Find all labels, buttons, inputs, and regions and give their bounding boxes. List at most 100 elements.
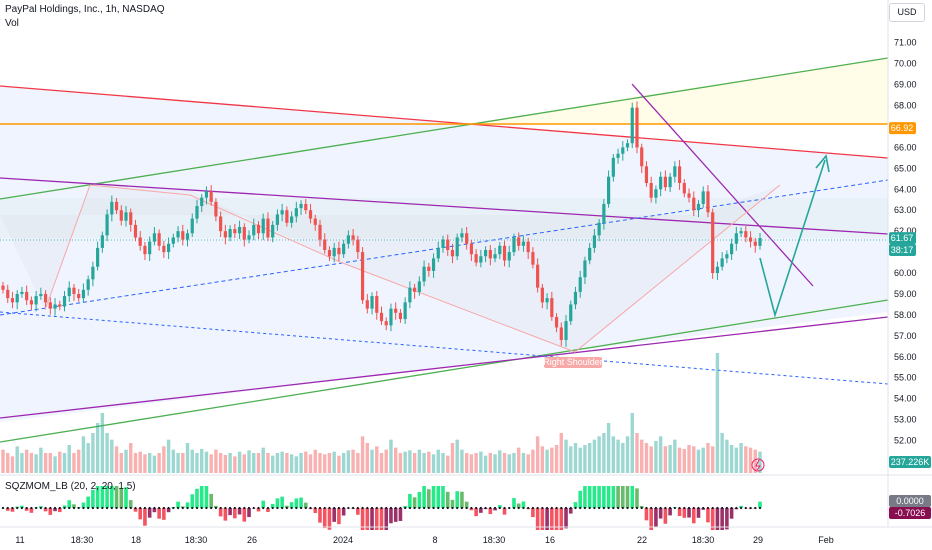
squeeze-dot [375, 506, 378, 510]
squeeze-dot [238, 506, 241, 510]
momentum-bar [204, 486, 209, 508]
price-badge-box [889, 122, 916, 135]
volume-bar [668, 445, 672, 473]
volume-bar [327, 453, 332, 473]
candle-body [597, 222, 601, 236]
squeeze-dot [413, 506, 416, 510]
volume-bar [6, 453, 10, 473]
candle-body [450, 250, 455, 257]
candle-body [280, 210, 284, 215]
squeeze-dot [44, 506, 47, 510]
volume-bar [266, 453, 270, 473]
time-tick-label: 11 [15, 535, 24, 545]
squeeze-dot [683, 506, 686, 510]
squeeze-dot [96, 506, 99, 510]
candle-body [162, 245, 166, 253]
indicator-layer [1, 486, 762, 530]
candle-body [446, 239, 450, 250]
volume-bar [431, 454, 436, 473]
volume-bar [95, 423, 100, 473]
momentum-bar [270, 503, 275, 508]
volume-bar [285, 453, 289, 473]
squeeze-dot [489, 506, 492, 510]
candle-body [687, 193, 691, 198]
volume-bar [114, 446, 119, 473]
squeeze-dot [479, 506, 482, 510]
candle-body [294, 208, 298, 217]
squeeze-dot [276, 506, 279, 510]
volume-bar [15, 446, 19, 473]
momentum-bar [568, 508, 573, 514]
price-tick-label: 65.00 [894, 163, 917, 173]
squeeze-dot [205, 506, 208, 510]
indicator-badge-value-box [889, 507, 931, 519]
squeeze-dot [508, 506, 511, 510]
volume-bar [289, 454, 294, 473]
candle-body [663, 176, 667, 188]
currency-button[interactable]: USD [889, 3, 925, 22]
volume-bar [758, 451, 762, 473]
pattern-label-box [544, 357, 602, 368]
squeeze-dot [11, 506, 14, 510]
momentum-bar [535, 508, 540, 530]
momentum-bar [360, 508, 365, 530]
candle-body [219, 216, 223, 232]
momentum-bar [327, 508, 332, 530]
price-tick-label: 71.00 [894, 38, 917, 48]
price-axis[interactable]: 52.00 53.00 54.00 55.00 56.00 57.00 58.00 59.00… [894, 38, 917, 446]
volume-bar [138, 451, 142, 473]
volume-bar [233, 456, 237, 473]
momentum-bar [332, 508, 336, 522]
price-tick-label: 59.00 [894, 289, 917, 299]
volume-bar [710, 446, 715, 473]
volume-bar [389, 439, 393, 473]
squeeze-dot [616, 506, 620, 510]
price-tick-label: 64.00 [894, 184, 917, 194]
candle-body [233, 229, 237, 234]
volume-bar [720, 433, 724, 473]
momentum-bar [516, 503, 521, 508]
volume-bar [564, 439, 568, 473]
candle-body [625, 143, 630, 148]
squeeze-dot [214, 506, 218, 510]
squeeze-dot [82, 506, 85, 510]
squeeze-dot [418, 506, 421, 510]
momentum-bar [138, 508, 143, 520]
candle-body [602, 203, 606, 223]
momentum-bar [247, 508, 251, 518]
volume-bar [1, 449, 5, 473]
volume-bar [337, 455, 341, 473]
candle-body [72, 287, 76, 294]
volume-bar [360, 436, 365, 473]
indicator-title: SQZMOM_LB (20, 2, 20, 1.5) [5, 481, 136, 492]
volume-bar [62, 453, 67, 473]
squeeze-dot [252, 506, 255, 510]
volume-bar [606, 423, 611, 473]
lightning-icon[interactable] [751, 458, 765, 472]
candle-body [748, 237, 753, 242]
chart-title: PayPal Holdings, Inc., 1h, NASDAQ [5, 4, 165, 15]
momentum-bar [616, 486, 620, 508]
volume-bar [294, 456, 299, 473]
momentum-bar [720, 508, 724, 530]
squeeze-dot [754, 506, 757, 510]
candle-body [370, 296, 374, 309]
volume-bar [479, 451, 483, 473]
volume-bar [86, 443, 90, 473]
time-tick-label: 2024 [333, 535, 353, 545]
momentum-bar [658, 508, 663, 519]
squeeze-dot [664, 506, 667, 510]
candle-body [569, 304, 573, 322]
candle-body [133, 224, 138, 238]
candle-body [455, 237, 459, 257]
momentum-bar [573, 502, 578, 508]
volume-bar [483, 455, 488, 473]
candle-body [668, 176, 672, 188]
time-axis[interactable]: 11 18:30 18 18:30 26 2024 8 18:30 16 22 18:30 29 Feb [15, 535, 833, 545]
momentum-bar [237, 508, 242, 515]
squeeze-dot [517, 506, 520, 510]
squeeze-dot [233, 506, 236, 510]
momentum-bar [374, 508, 379, 530]
volume-bar [559, 433, 563, 473]
